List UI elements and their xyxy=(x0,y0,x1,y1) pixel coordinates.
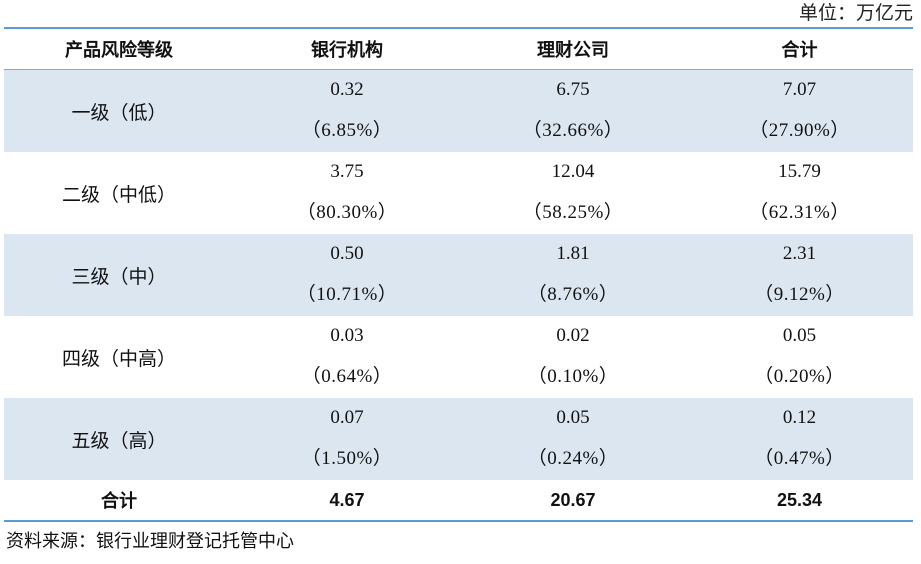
header-total: 合计 xyxy=(686,27,913,70)
total-wealth-company: 20.67 xyxy=(460,480,686,522)
cell-percent: （0.24%） xyxy=(527,448,619,469)
data-cell: 12.04 （58.25%） xyxy=(460,152,686,234)
cell-value: 0.03 xyxy=(330,325,364,346)
data-cell: 15.79 （62.31%） xyxy=(686,152,913,234)
cell-percent: （10.71%） xyxy=(296,284,398,305)
cell-percent: （0.64%） xyxy=(301,366,393,387)
data-cell: 0.50 （10.71%） xyxy=(234,234,460,316)
header-risk-level: 产品风险等级 xyxy=(4,27,234,70)
cell-value: 0.07 xyxy=(330,407,364,428)
cell-value: 6.75 xyxy=(556,79,590,100)
total-row: 合计 4.67 20.67 25.34 xyxy=(4,480,913,522)
cell-value: 3.75 xyxy=(330,161,364,182)
data-cell: 0.03 （0.64%） xyxy=(234,316,460,398)
cell-percent: （1.50%） xyxy=(301,448,393,469)
cell-percent: （0.47%） xyxy=(754,448,845,469)
data-cell: 0.12 （0.47%） xyxy=(686,398,913,480)
data-cell: 0.07 （1.50%） xyxy=(234,398,460,480)
cell-value: 7.07 xyxy=(782,79,817,100)
table-row: 四级（中高） 0.03 （0.64%） 0.02 （0.10%） 0.05 （0.20… xyxy=(4,316,913,398)
cell-value: 0.05 xyxy=(556,407,590,428)
header-wealth-company: 理财公司 xyxy=(460,27,686,70)
cell-percent: （0.20%） xyxy=(754,366,845,387)
cell-percent: （9.12%） xyxy=(754,284,845,305)
cell-percent: （32.66%） xyxy=(522,120,624,141)
header-bank: 银行机构 xyxy=(234,27,460,70)
total-sum: 25.34 xyxy=(686,480,913,522)
row-label: 五级（高） xyxy=(4,398,234,480)
data-cell: 2.31 （9.12%） xyxy=(686,234,913,316)
table-row: 二级（中低） 3.75 （80.30%） 12.04 （58.25%） 15.79 （… xyxy=(4,152,913,234)
cell-value: 1.81 xyxy=(556,243,590,264)
header-row: 产品风险等级 银行机构 理财公司 合计 xyxy=(4,27,913,70)
total-label: 合计 xyxy=(4,480,234,522)
cell-percent: （62.31%） xyxy=(749,202,850,223)
data-cell: 3.75 （80.30%） xyxy=(234,152,460,234)
data-cell: 0.02 （0.10%） xyxy=(460,316,686,398)
cell-value: 0.50 xyxy=(330,243,364,264)
table-row: 一级（低） 0.32 （6.85%） 6.75 （32.66%） 7.07 （27.9… xyxy=(4,69,913,152)
data-cell: 0.05 （0.20%） xyxy=(686,316,913,398)
cell-value: 0.02 xyxy=(556,325,590,346)
cell-percent: （58.25%） xyxy=(522,202,624,223)
cell-value: 12.04 xyxy=(551,161,595,182)
cell-percent: （8.76%） xyxy=(527,284,619,305)
data-cell: 7.07 （27.90%） xyxy=(686,69,913,152)
data-cell: 0.32 （6.85%） xyxy=(234,69,460,152)
cell-value: 0.32 xyxy=(330,79,364,100)
data-cell: 1.81 （8.76%） xyxy=(460,234,686,316)
cell-value: 0.12 xyxy=(782,407,817,428)
total-bank: 4.67 xyxy=(234,480,460,522)
cell-value: 2.31 xyxy=(782,243,817,264)
row-label: 二级（中低） xyxy=(61,184,176,206)
cell-value: 0.05 xyxy=(782,325,817,346)
row-label: 三级（中） xyxy=(4,234,234,316)
risk-level-table: 产品风险等级 银行机构 理财公司 合计 一级（低） 0.32 （6.85%） 6.… xyxy=(4,27,913,522)
data-cell: 6.75 （32.66%） xyxy=(460,69,686,152)
unit-label: 单位：万亿元 xyxy=(798,3,913,24)
source-note: 资料来源：银行业理财登记托管中心 xyxy=(6,531,294,552)
cell-percent: （80.30%） xyxy=(296,202,398,223)
row-label: 四级（中高） xyxy=(61,348,176,370)
cell-value: 15.79 xyxy=(778,161,821,182)
table-row: 三级（中） 0.50 （10.71%） 1.81 （8.76%） 2.31 （9.12… xyxy=(4,234,913,316)
row-label: 一级（低） xyxy=(4,69,234,152)
table-row: 五级（高） 0.07 （1.50%） 0.05 （0.24%） 0.12 （0.47%… xyxy=(4,398,913,480)
cell-percent: （6.85%） xyxy=(301,120,393,141)
data-cell: 0.05 （0.24%） xyxy=(460,398,686,480)
cell-percent: （0.10%） xyxy=(527,366,619,387)
cell-percent: （27.90%） xyxy=(749,120,850,141)
